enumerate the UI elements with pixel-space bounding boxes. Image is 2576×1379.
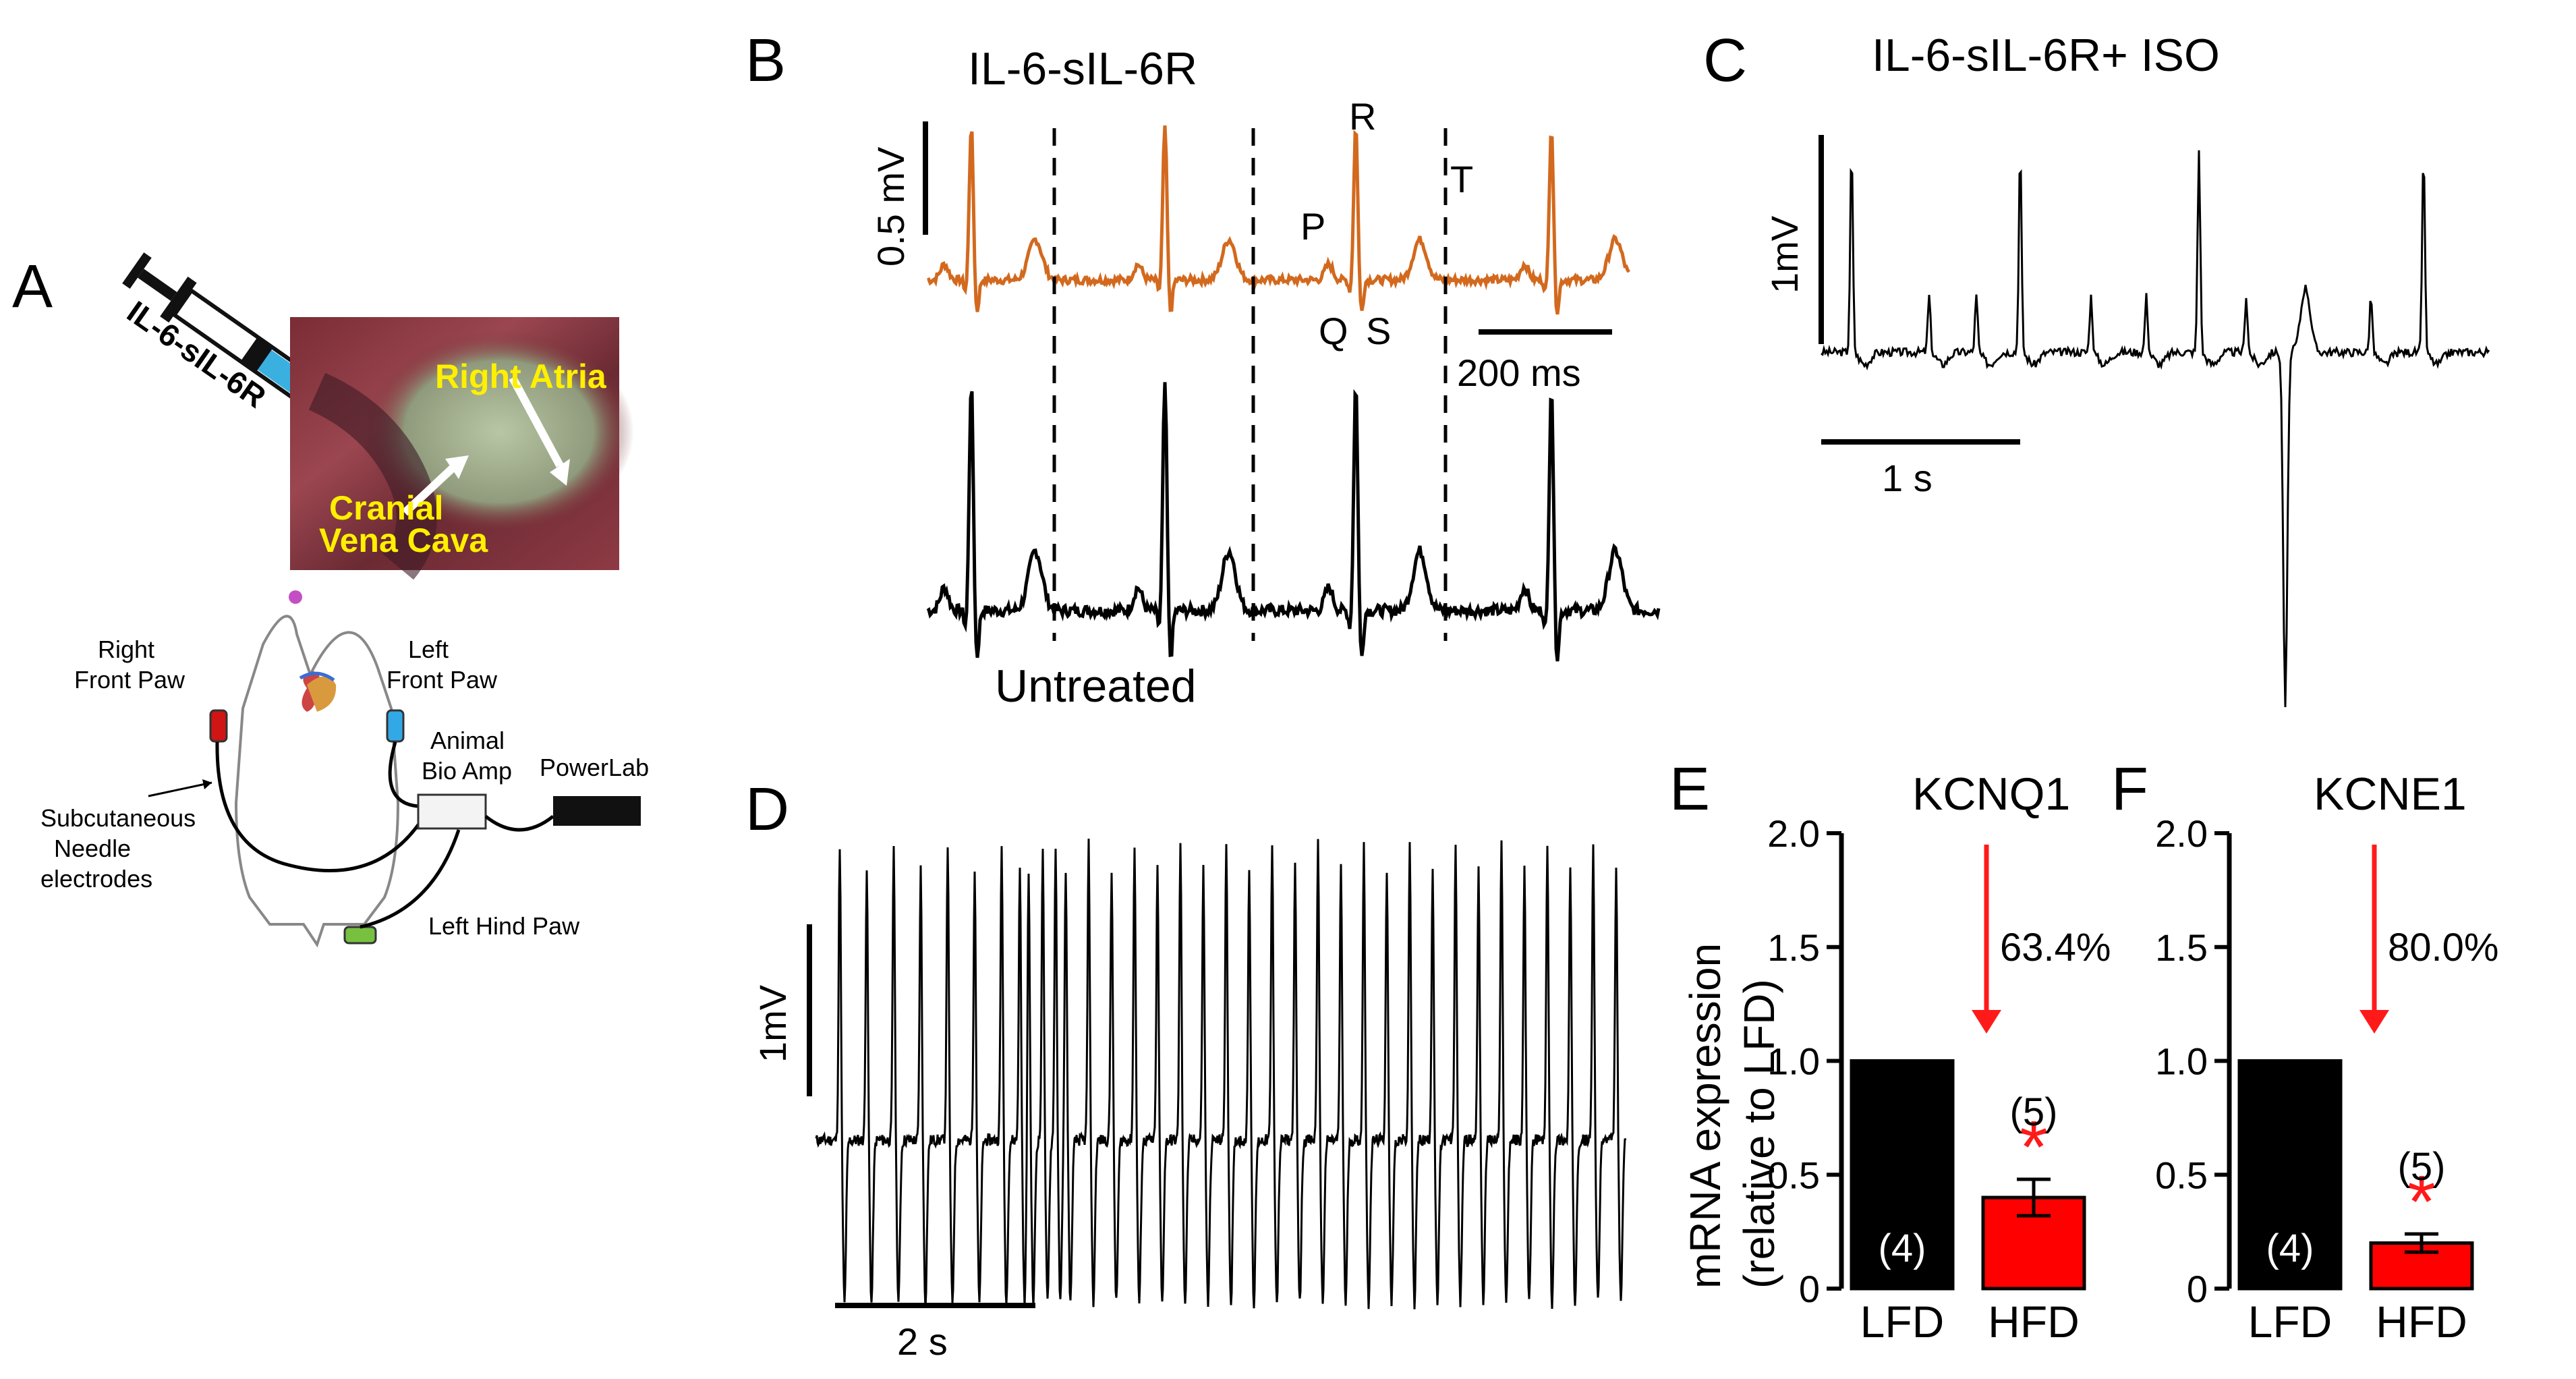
bio-amp-label-2: Bio Amp bbox=[422, 757, 512, 785]
panel-label-e: E bbox=[1669, 756, 1710, 823]
ecg-trace-arrhythmia bbox=[815, 839, 1627, 1310]
left-front-paw-label-1: Left bbox=[408, 636, 449, 663]
needle-label-3: electrodes bbox=[40, 865, 152, 893]
y-tick-label: 0 bbox=[1799, 1268, 1820, 1310]
y-tick-label: 1.5 bbox=[1767, 926, 1820, 969]
right-front-paw-label-2: Front Paw bbox=[74, 666, 185, 694]
x-tick-label: LFD bbox=[2248, 1297, 2332, 1347]
x-tick-label: HFD bbox=[1988, 1297, 2080, 1347]
decrease-arrowhead bbox=[2359, 1010, 2389, 1034]
powerlab-label: PowerLab bbox=[540, 754, 649, 781]
y-tick-label: 0 bbox=[2187, 1268, 2208, 1310]
n-label: (4) bbox=[1879, 1227, 1926, 1270]
x-tick-label: HFD bbox=[2376, 1297, 2467, 1347]
panel-label-d: D bbox=[745, 776, 789, 843]
left-front-electrode bbox=[386, 709, 405, 743]
n-label: (5) bbox=[2010, 1090, 2058, 1134]
panel-b: IL-6-sIL-6R 0.5 mV R P Q S T 200 ms Untr… bbox=[869, 43, 1661, 712]
bio-amp-label-1: Animal bbox=[430, 727, 505, 754]
mouse-diagram: Right Front Paw Left Front Paw Animal Bi… bbox=[40, 590, 649, 948]
nose-icon bbox=[289, 590, 302, 604]
ecg-trace-iso bbox=[1821, 150, 2490, 708]
left-front-paw-label-2: Front Paw bbox=[387, 666, 498, 694]
n-label: (5) bbox=[2398, 1145, 2446, 1189]
photo-label-cava-2: Vena Cava bbox=[319, 522, 488, 559]
heart-photo: Right Atria Cranial Vena Cava bbox=[290, 317, 634, 580]
panel-c-title: IL-6-sIL-6R+ ISO bbox=[1872, 30, 2220, 81]
chart-kcnq1: KCNQ1 mRNA expression (relative to LFD) … bbox=[1681, 768, 2111, 1347]
decrease-arrowhead bbox=[1972, 1010, 2001, 1034]
photo-label-cava-1: Cranial bbox=[329, 489, 444, 527]
y-tick-label: 1.0 bbox=[1767, 1040, 1820, 1083]
ecg-trace-untreated bbox=[926, 382, 1661, 662]
voltage-scale-label: 1mV bbox=[1763, 215, 1806, 293]
y-tick-label: 1.5 bbox=[2155, 926, 2208, 969]
wave-q-label: Q bbox=[1319, 310, 1348, 352]
panel-label-c: C bbox=[1703, 27, 1747, 94]
chart-title: KCNQ1 bbox=[1912, 768, 2070, 820]
needle-label-2: Needle bbox=[54, 835, 131, 862]
significance-star: * bbox=[2407, 1160, 2436, 1243]
right-front-paw-label-1: Right bbox=[98, 636, 154, 663]
wave-t-label: T bbox=[1450, 158, 1473, 200]
panel-a: IL-6-sIL-6R bbox=[40, 252, 649, 948]
reduction-label: 80.0% bbox=[2388, 926, 2498, 969]
bar-lfd bbox=[1850, 1059, 1955, 1291]
powerlab-box bbox=[553, 796, 641, 826]
y-tick-label: 2.0 bbox=[2155, 812, 2208, 855]
ecg-trace-treated bbox=[927, 125, 1631, 315]
panel-b-title: IL-6-sIL-6R bbox=[968, 43, 1197, 94]
panel-d: 1mV 2 s bbox=[751, 839, 1627, 1363]
wave-r-label: R bbox=[1349, 95, 1376, 138]
chart-title: KCNE1 bbox=[2314, 768, 2467, 820]
needle-label-1: Subcutaneous bbox=[40, 804, 196, 832]
panel-label-a: A bbox=[12, 253, 53, 320]
time-scale-label: 2 s bbox=[897, 1320, 948, 1363]
wave-p-label: P bbox=[1300, 205, 1325, 248]
n-label: (4) bbox=[2266, 1227, 2314, 1270]
voltage-scale-label: 1mV bbox=[751, 984, 794, 1063]
y-tick-label: 2.0 bbox=[1767, 812, 1820, 855]
untreated-label: Untreated bbox=[995, 660, 1197, 712]
y-tick-label: 0.5 bbox=[1767, 1154, 1820, 1196]
wave-s-label: S bbox=[1366, 310, 1391, 352]
panel-label-b: B bbox=[745, 27, 786, 94]
right-front-electrode bbox=[209, 709, 228, 743]
y-axis-label-line2: (relative to LFD) bbox=[1735, 979, 1783, 1289]
bar-lfd bbox=[2237, 1059, 2343, 1291]
voltage-scale-label: 0.5 mV bbox=[869, 146, 912, 266]
bio-amp-box bbox=[417, 793, 487, 830]
chart-kcne1: KCNE1 0 0.5 1.0 1.5 2.0 LFD (4) HFD *(5) 80.0% bbox=[2155, 768, 2498, 1347]
panel-label-f: F bbox=[2111, 756, 2148, 823]
panel-c: IL-6-sIL-6R+ ISO 1mV 1 s bbox=[1763, 30, 2490, 708]
y-tick-label: 1.0 bbox=[2155, 1040, 2208, 1083]
significance-star: * bbox=[2020, 1106, 2049, 1189]
reduction-label: 63.4% bbox=[2000, 926, 2111, 969]
x-tick-label: LFD bbox=[1860, 1297, 1945, 1347]
y-tick-label: 0.5 bbox=[2155, 1154, 2208, 1196]
photo-label-atria: Right Atria bbox=[435, 358, 607, 395]
left-hind-paw-label: Left Hind Paw bbox=[428, 912, 580, 940]
left-hind-electrode bbox=[343, 926, 377, 945]
time-scale-label: 1 s bbox=[1882, 457, 1933, 499]
y-axis-label-line1: mRNA expression bbox=[1681, 943, 1729, 1289]
time-scale-label: 200 ms bbox=[1457, 351, 1581, 394]
